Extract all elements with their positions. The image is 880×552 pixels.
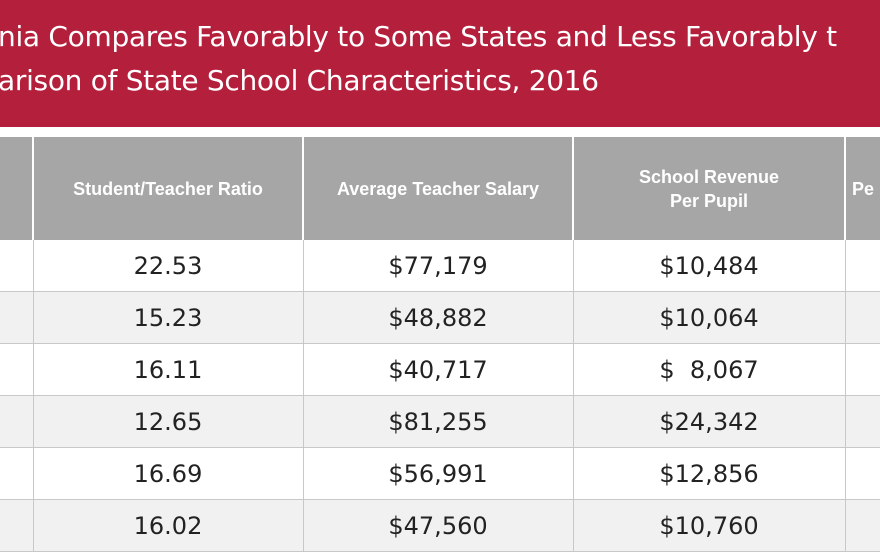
header-cut-off: Pe bbox=[845, 137, 880, 240]
title-banner: nia Compares Favorably to Some States an… bbox=[0, 0, 880, 127]
ratio-cell: 12.65 bbox=[33, 395, 304, 448]
salary-cell: $77,179 bbox=[303, 240, 574, 292]
table-row: 16.02 $47,560 $10,760 bbox=[0, 499, 880, 552]
ratio-cell: 22.53 bbox=[33, 240, 304, 292]
revenue-cell: $12,856 bbox=[573, 447, 846, 500]
cut-off-cell bbox=[845, 240, 880, 292]
header-student-teacher-ratio: Student/Teacher Ratio bbox=[33, 137, 304, 240]
cut-off-cell bbox=[845, 395, 880, 448]
revenue-cell: $10,760 bbox=[573, 499, 846, 552]
title-line-1: nia Compares Favorably to Some States an… bbox=[0, 20, 837, 53]
cut-off-cell bbox=[845, 343, 880, 396]
table-row: 16.69 $56,991 $12,856 bbox=[0, 447, 880, 500]
salary-cell: $40,717 bbox=[303, 343, 574, 396]
ratio-cell: 16.11 bbox=[33, 343, 304, 396]
header-average-teacher-salary: Average Teacher Salary bbox=[303, 137, 574, 240]
cut-off-cell bbox=[845, 447, 880, 500]
state-comparison-table: Student/Teacher Ratio Average Teacher Sa… bbox=[0, 137, 880, 552]
banner-gap bbox=[0, 127, 880, 137]
revenue-cell: $24,342 bbox=[573, 395, 846, 448]
table-row: 15.23 $48,882 $10,064 bbox=[0, 291, 880, 344]
header-school-revenue-per-pupil: School Revenue Per Pupil bbox=[573, 137, 846, 240]
title-line-2: arison of State School Characteristics, … bbox=[0, 64, 599, 97]
header-state bbox=[0, 137, 34, 240]
state-cell bbox=[0, 499, 34, 552]
revenue-cell: $ 8,067 bbox=[573, 343, 846, 396]
ratio-cell: 15.23 bbox=[33, 291, 304, 344]
table-row: 22.53 $77,179 $10,484 bbox=[0, 240, 880, 292]
header-row: Student/Teacher Ratio Average Teacher Sa… bbox=[0, 137, 880, 240]
state-cell bbox=[0, 240, 34, 292]
state-cell bbox=[0, 343, 34, 396]
revenue-cell: $10,484 bbox=[573, 240, 846, 292]
salary-cell: $56,991 bbox=[303, 447, 574, 500]
state-cell bbox=[0, 291, 34, 344]
table-row: 16.11 $40,717 $ 8,067 bbox=[0, 343, 880, 396]
salary-cell: $48,882 bbox=[303, 291, 574, 344]
state-cell bbox=[0, 395, 34, 448]
state-cell bbox=[0, 447, 34, 500]
cut-off-cell bbox=[845, 499, 880, 552]
ratio-cell: 16.02 bbox=[33, 499, 304, 552]
revenue-cell: $10,064 bbox=[573, 291, 846, 344]
salary-cell: $47,560 bbox=[303, 499, 574, 552]
ratio-cell: 16.69 bbox=[33, 447, 304, 500]
salary-cell: $81,255 bbox=[303, 395, 574, 448]
cut-off-cell bbox=[845, 291, 880, 344]
table-row: 12.65 $81,255 $24,342 bbox=[0, 395, 880, 448]
